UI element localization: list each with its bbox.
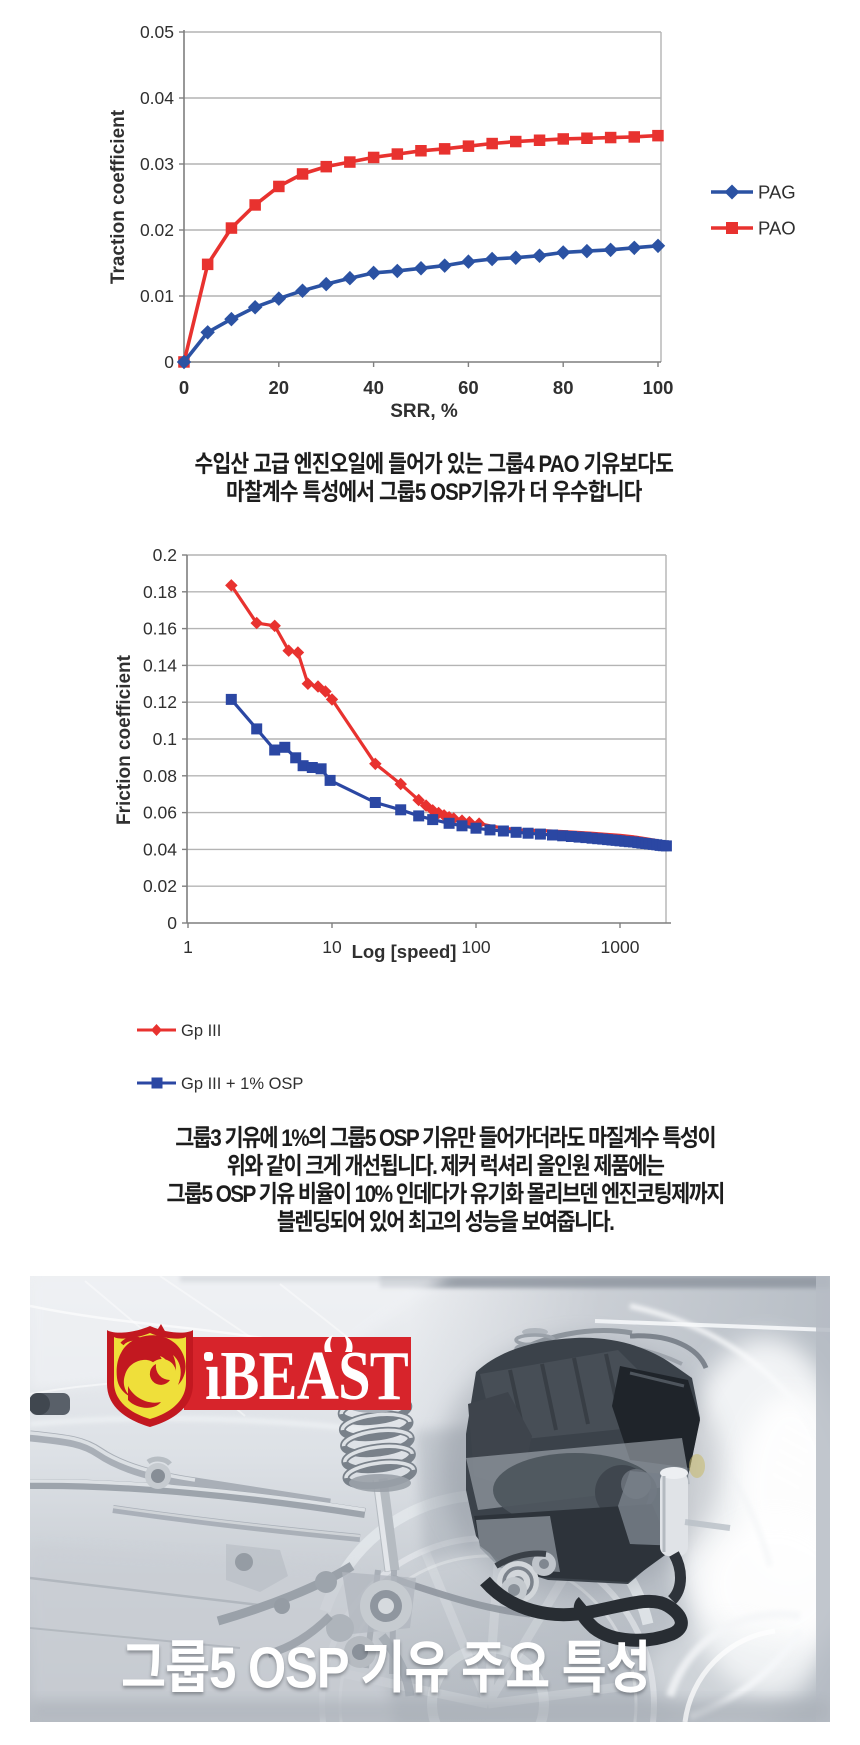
svg-text:0: 0: [179, 377, 189, 398]
svg-text:0.12: 0.12: [143, 692, 177, 712]
svg-text:80: 80: [553, 377, 574, 398]
svg-text:0.02: 0.02: [143, 876, 177, 896]
svg-text:0.14: 0.14: [143, 655, 177, 675]
svg-text:PAG: PAG: [758, 182, 796, 203]
svg-text:0.03: 0.03: [140, 154, 174, 174]
svg-text:0: 0: [167, 913, 177, 933]
svg-text:SRR, %: SRR, %: [390, 401, 458, 422]
svg-text:100: 100: [643, 377, 674, 398]
svg-text:0.05: 0.05: [140, 22, 174, 42]
svg-text:0.04: 0.04: [140, 88, 174, 108]
svg-text:40: 40: [363, 377, 384, 398]
svg-text:PAO: PAO: [758, 218, 796, 239]
svg-text:0.2: 0.2: [153, 545, 177, 565]
svg-text:Friction coefficient: Friction coefficient: [114, 654, 135, 825]
svg-text:Gp III + 1% OSP: Gp III + 1% OSP: [181, 1075, 303, 1093]
svg-text:0.1: 0.1: [153, 729, 177, 749]
svg-text:0.08: 0.08: [143, 766, 177, 786]
svg-text:0.02: 0.02: [140, 220, 174, 240]
svg-text:60: 60: [458, 377, 479, 398]
svg-text:0.04: 0.04: [143, 839, 177, 859]
svg-text:10: 10: [322, 937, 342, 957]
svg-text:1000: 1000: [601, 937, 640, 957]
svg-text:Gp III: Gp III: [181, 1022, 221, 1040]
svg-text:0.01: 0.01: [140, 286, 174, 306]
svg-text:Log [speed]: Log [speed]: [352, 941, 457, 962]
svg-text:0.06: 0.06: [143, 803, 177, 823]
svg-text:20: 20: [269, 377, 290, 398]
svg-text:0: 0: [164, 352, 174, 372]
svg-text:1: 1: [183, 937, 193, 957]
svg-text:0.18: 0.18: [143, 582, 177, 602]
svg-text:0.16: 0.16: [143, 619, 177, 639]
svg-text:Traction coefficient: Traction coefficient: [108, 109, 129, 284]
svg-text:100: 100: [461, 937, 490, 957]
